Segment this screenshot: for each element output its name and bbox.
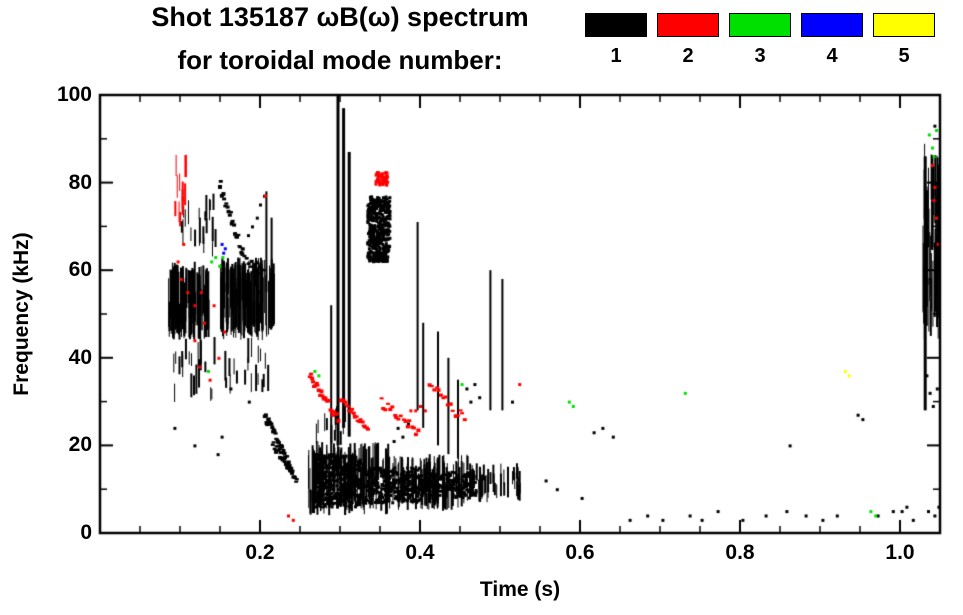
y-tick-label: 60 [68,258,92,282]
x-axis-label: Time (s) [479,578,561,601]
x-tick-label: 0.2 [245,541,275,564]
x-tick-labels: 0.2 0.4 0.6 0.8 1.0 [0,541,963,567]
y-tick-labels: 0 20 40 60 80 100 [18,0,92,615]
x-tick-label: 0.8 [725,541,755,564]
y-tick-label: 80 [68,170,92,194]
x-tick-label: 1.0 [885,541,915,564]
y-tick-label: 20 [68,433,92,457]
y-tick-label: 0 [80,521,92,544]
x-tick-label: 0.6 [565,541,595,564]
x-tick-label: 0.4 [405,541,435,564]
y-tick-label: 100 [56,83,92,106]
y-axis-label: Frequency (kHz) [10,232,33,396]
y-tick-label: 40 [68,345,92,369]
